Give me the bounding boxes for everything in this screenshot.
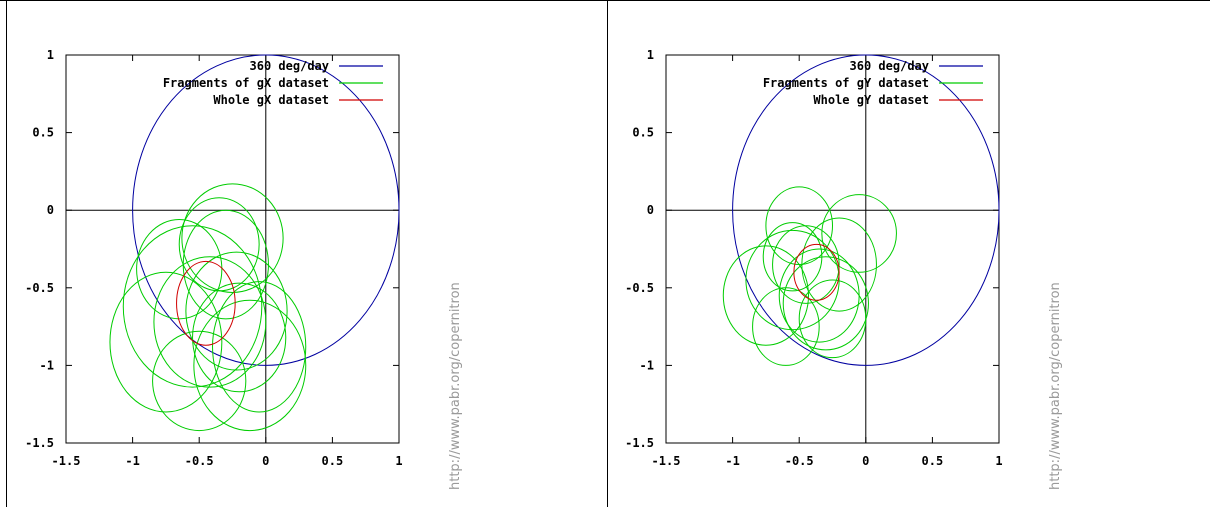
chart-panel-gx: -1.5 -1 -0.5 0 0.5 1 -1.5 -1 -0.5 0 0.5 1 360 deg/da… <box>25 48 463 490</box>
x-tick-label: 1 <box>395 454 402 468</box>
x-tick-label: 0 <box>862 454 869 468</box>
series-circle <box>178 197 260 292</box>
legend-label: Fragments of gY dataset <box>763 76 929 90</box>
x-tick-label: -0.5 <box>185 454 214 468</box>
series-circle <box>212 281 307 413</box>
y-tick-label: 0 <box>47 203 54 217</box>
series-circle <box>192 282 287 393</box>
x-tick-label: 0 <box>262 454 269 468</box>
series-circle <box>745 229 840 331</box>
x-tick-label: -0.5 <box>785 454 814 468</box>
series-circle <box>798 279 867 359</box>
series-circle <box>732 54 1000 366</box>
chart-gy: -1.5 -1 -0.5 0 0.5 1 -1.5 -1 -0.5 0 0.5 1 360 deg/da… <box>625 48 1003 468</box>
series-circle <box>793 243 840 301</box>
series-circle <box>181 183 284 293</box>
y-tick-label: -1 <box>40 358 54 372</box>
series-circle <box>132 54 400 366</box>
chart-gx: -1.5 -1 -0.5 0 0.5 1 -1.5 -1 -0.5 0 0.5 1 360 deg/da… <box>25 48 403 468</box>
legend-label: Whole gY dataset <box>813 93 929 107</box>
legend-label: Whole gX dataset <box>213 93 329 107</box>
series-circle <box>152 330 247 432</box>
y-tick-label: 1 <box>647 48 654 62</box>
y-tick-label: -1.5 <box>625 436 654 450</box>
legend-label: 360 deg/day <box>250 59 329 73</box>
legend-label: Fragments of gX dataset <box>163 76 329 90</box>
series-circle <box>122 225 263 388</box>
series-circle <box>136 219 223 320</box>
series-circle <box>821 194 897 273</box>
y-tick-label: 0.5 <box>32 126 54 140</box>
x-tick-label: 0.5 <box>322 454 344 468</box>
x-tick-label: -1.5 <box>52 454 81 468</box>
legend-label: 360 deg/day <box>850 59 929 73</box>
watermark-text: http://www.pabr.org/copernitron <box>448 282 463 490</box>
y-tick-label: -0.5 <box>25 281 54 295</box>
x-tick-label: -1 <box>125 454 139 468</box>
watermark-text: http://www.pabr.org/copernitron <box>1048 282 1063 490</box>
y-tick-label: 1 <box>47 48 54 62</box>
series-circle <box>153 256 267 388</box>
x-tick-label: 0.5 <box>922 454 944 468</box>
series-circle <box>762 222 823 292</box>
y-tick-label: 0.5 <box>632 126 654 140</box>
series-circle <box>193 299 307 432</box>
frame-left-border <box>6 0 7 507</box>
x-tick-label: -1.5 <box>652 454 681 468</box>
y-tick-label: 0 <box>647 203 654 217</box>
plot-area-border <box>65 54 400 444</box>
series-circle <box>782 256 869 351</box>
y-tick-label: -1.5 <box>25 436 54 450</box>
series-circle <box>109 271 223 413</box>
series-circle <box>185 251 288 371</box>
chart-panel-gy: -1.5 -1 -0.5 0 0.5 1 -1.5 -1 -0.5 0 0.5 1 360 deg/da… <box>600 0 1205 507</box>
series-circle <box>722 245 810 346</box>
series-circle <box>176 260 236 346</box>
y-tick-label: -1 <box>640 358 654 372</box>
plot-area-border <box>665 54 1000 444</box>
y-tick-label: -0.5 <box>625 281 654 295</box>
frame-top-border <box>0 0 1210 1</box>
frame-divider <box>607 0 608 507</box>
x-tick-label: -1 <box>725 454 739 468</box>
series-circle <box>772 225 840 304</box>
x-tick-label: 1 <box>995 454 1002 468</box>
